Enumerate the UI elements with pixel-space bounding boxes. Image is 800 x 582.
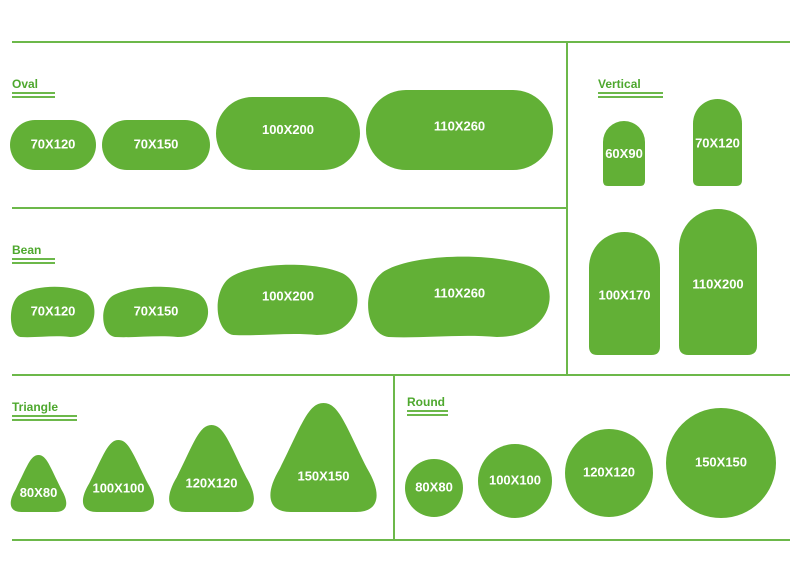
size-label: 100X100 <box>92 480 144 495</box>
oval-shape <box>366 90 553 170</box>
size-label: 80X80 <box>20 485 58 500</box>
triangle-shape <box>10 455 67 512</box>
size-label: 100X200 <box>262 288 314 303</box>
size-label: 120X120 <box>185 476 237 491</box>
bean-shape <box>103 286 209 338</box>
size-label: 60X90 <box>605 146 643 161</box>
section-title-bean: Bean <box>12 243 41 257</box>
size-label: 110X260 <box>434 118 485 133</box>
section-title-triangle: Triangle <box>12 400 58 414</box>
triangle-shape <box>270 403 377 512</box>
round-shape <box>565 429 653 517</box>
vertical-shape <box>679 209 757 355</box>
round-shape <box>405 459 463 517</box>
oval-shape <box>102 120 210 170</box>
oval-shape <box>216 97 360 170</box>
round-shape <box>666 408 776 518</box>
section-title-oval: Oval <box>12 77 38 91</box>
bean-shape <box>368 256 550 338</box>
size-label: 100X100 <box>489 472 541 487</box>
size-label: 150X150 <box>297 469 349 484</box>
size-label: 70X120 <box>31 136 76 151</box>
size-label: 120X120 <box>583 464 635 479</box>
oval-shape <box>10 120 96 170</box>
round-shape <box>478 444 552 518</box>
triangle-shape <box>82 440 155 512</box>
size-label: 100X200 <box>262 122 314 137</box>
size-label: 70X120 <box>31 303 76 318</box>
bean-shape <box>10 286 95 338</box>
bean-shape <box>217 264 358 336</box>
size-label: 110X260 <box>434 285 485 300</box>
size-label: 70X120 <box>695 136 740 151</box>
section-title-round: Round <box>407 395 445 409</box>
vertical-shape <box>603 121 645 186</box>
triangle-shape <box>169 425 254 512</box>
size-label: 110X200 <box>692 276 743 291</box>
size-label: 150X150 <box>695 454 747 469</box>
size-label: 80X80 <box>415 479 453 494</box>
size-label: 70X150 <box>134 136 179 151</box>
vertical-shape <box>589 232 660 355</box>
size-label: 100X170 <box>598 287 650 302</box>
section-title-vertical: Vertical <box>598 77 641 91</box>
size-label: 70X150 <box>134 303 179 318</box>
vertical-shape <box>693 99 742 186</box>
